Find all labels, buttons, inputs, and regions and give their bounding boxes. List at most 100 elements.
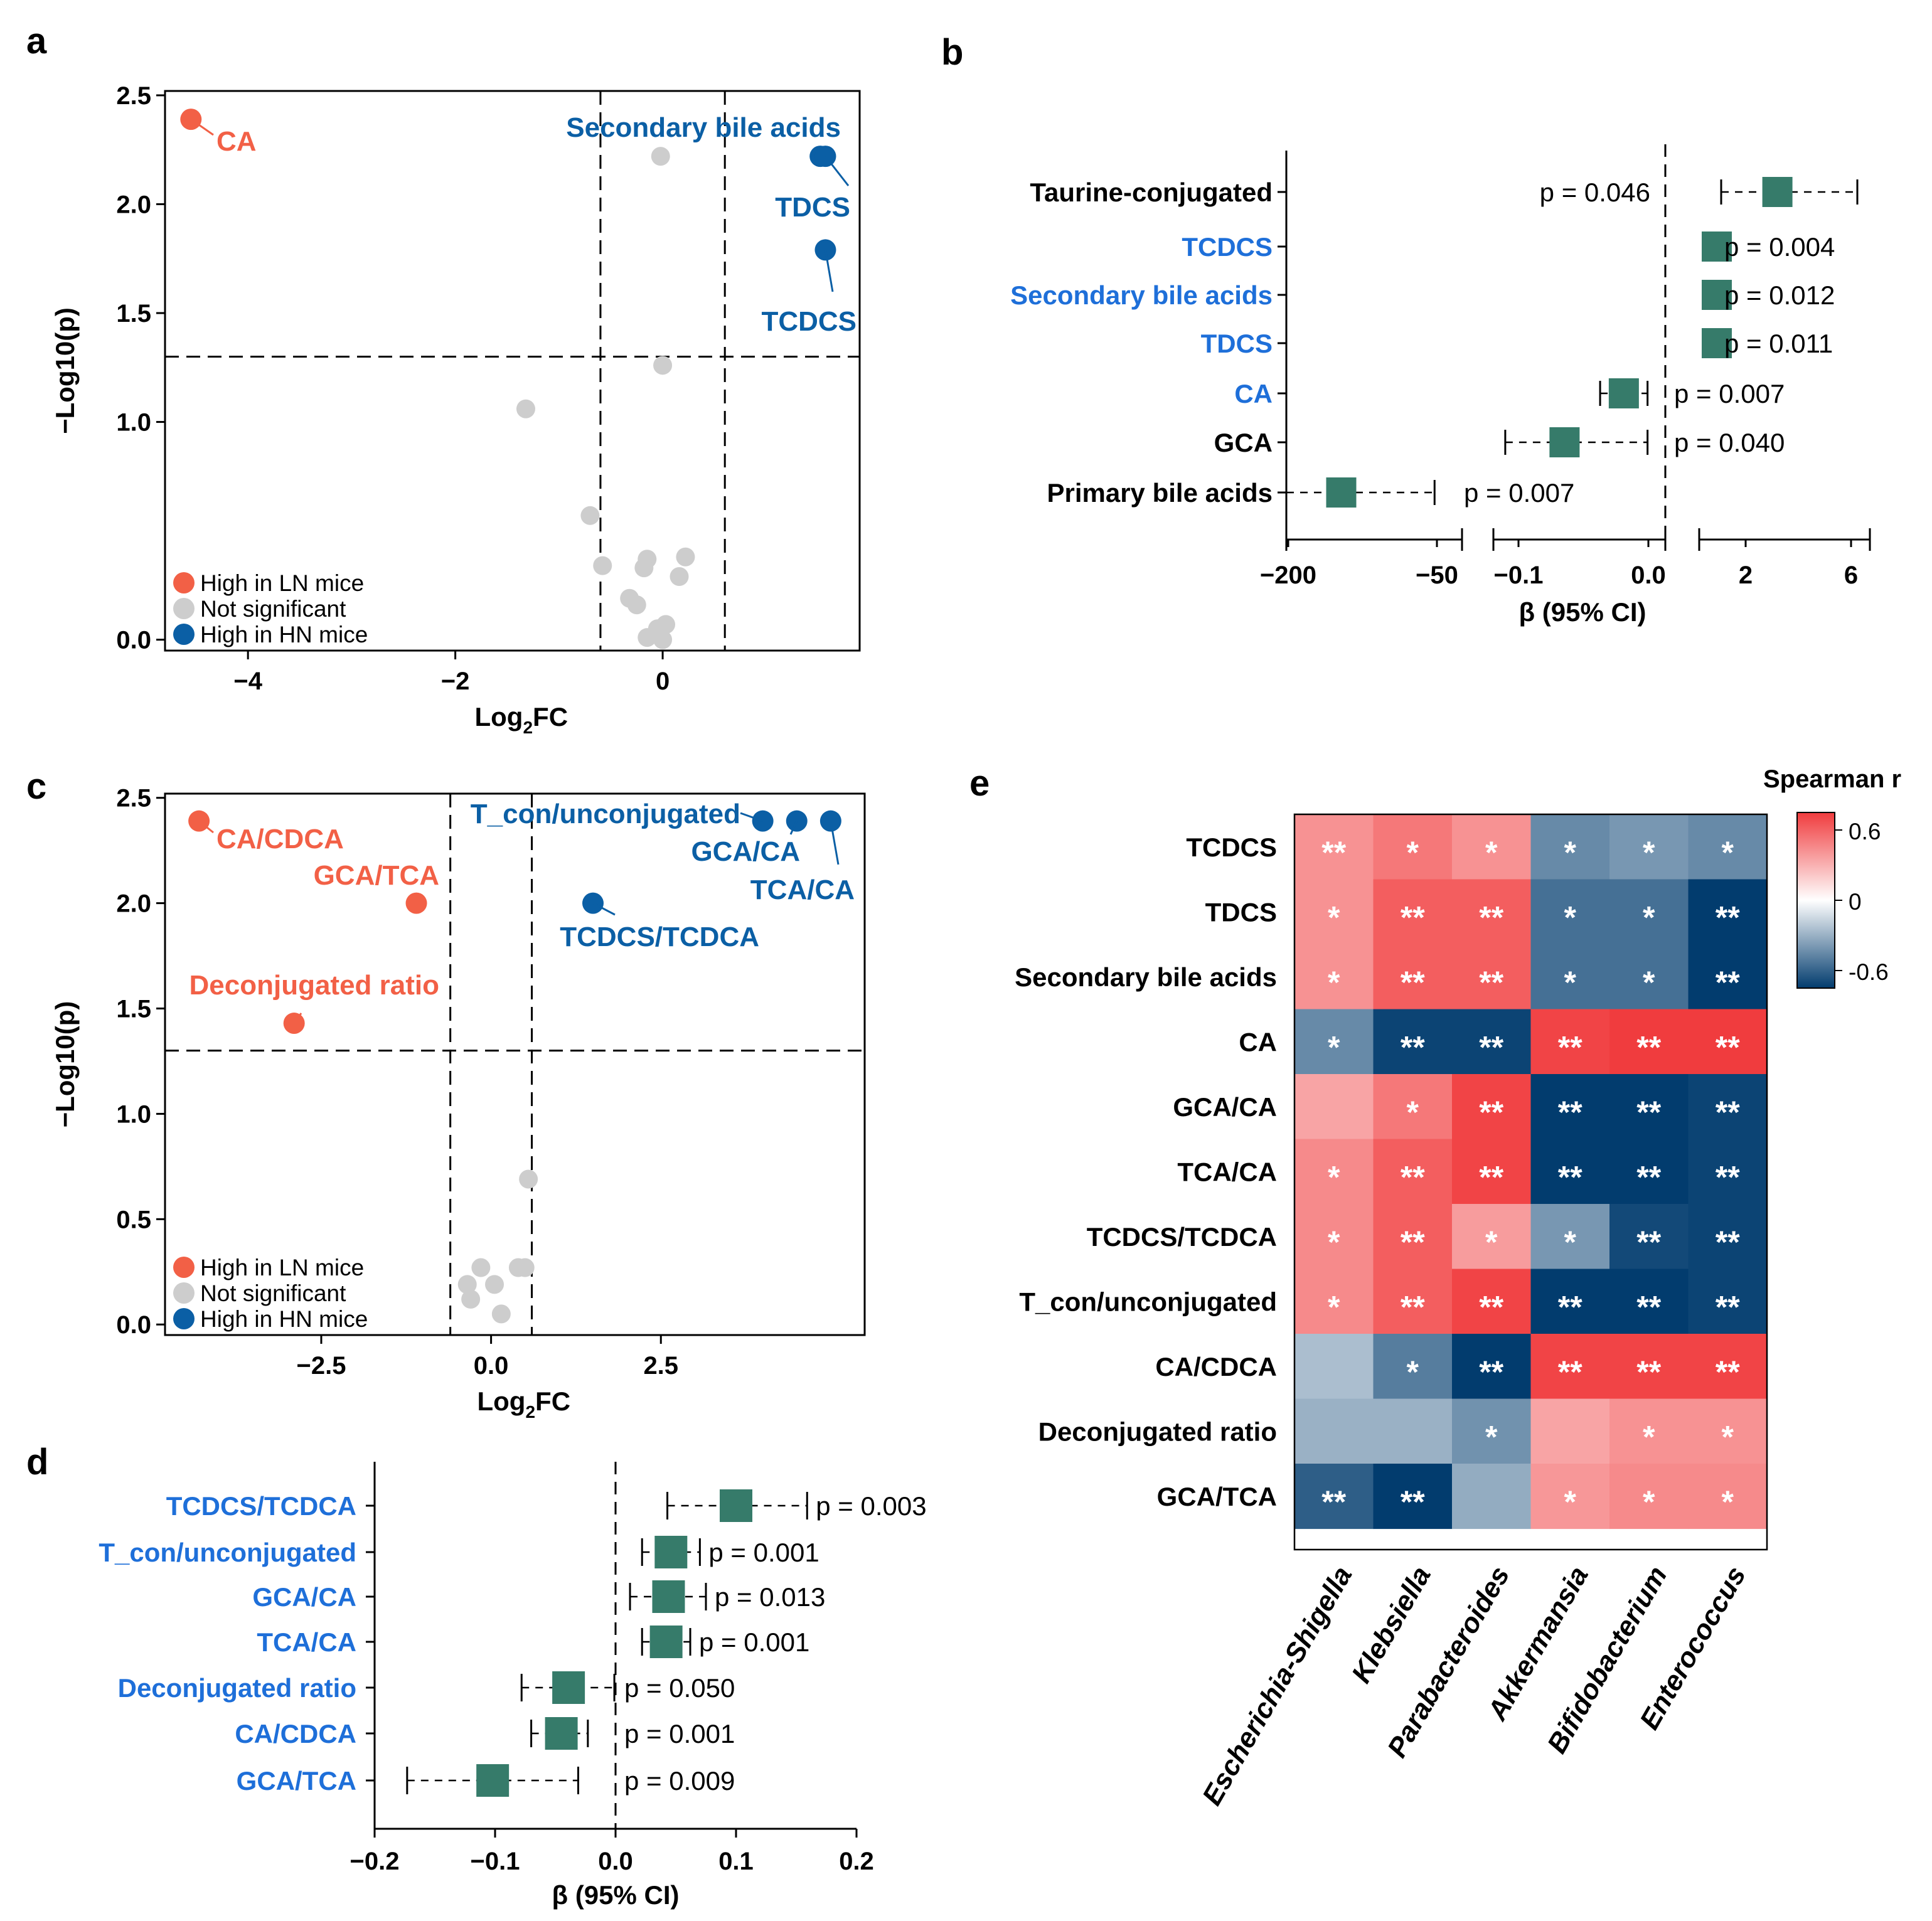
heatmap-cell xyxy=(1452,814,1532,880)
significance-marker: ** xyxy=(1716,965,1740,1000)
legend-label: High in HN mice xyxy=(200,1306,368,1332)
heatmap-cell xyxy=(1294,1269,1374,1334)
heatmap-cell xyxy=(1530,1269,1610,1334)
row-label: T_con/unconjugated xyxy=(99,1538,356,1567)
y-tick-label: 1.0 xyxy=(116,1100,151,1128)
significance-marker: ** xyxy=(1479,1159,1503,1195)
significance-marker: ** xyxy=(1321,1484,1346,1519)
heatmap-cell xyxy=(1609,1009,1689,1075)
data-point-grey xyxy=(519,1169,538,1189)
heatmap-cell xyxy=(1373,1204,1453,1270)
panel-c-volcano-plot: −2.5 0.0 2.5 0.0 0.5 1.0 1.5 2.0 2.5 Log2FC −Log10… xyxy=(50,785,866,1422)
heatmap-cell xyxy=(1294,1204,1374,1270)
legend-marker xyxy=(173,572,195,593)
colorbar xyxy=(1796,812,1835,989)
data-point-grey xyxy=(593,556,612,575)
data-point-grey xyxy=(461,1289,481,1309)
colorbar-tick-label: 0.6 xyxy=(1849,819,1881,844)
significance-marker: * xyxy=(1722,1484,1734,1519)
x-tick-label: −200 xyxy=(1260,561,1316,589)
heatmap-cell xyxy=(1294,1464,1374,1530)
data-point-grey xyxy=(491,1304,511,1324)
x-tick-label: −4 xyxy=(233,668,262,695)
legend-marker xyxy=(173,1308,195,1329)
x-axis-label-sub: 2 xyxy=(523,718,533,737)
significance-marker: * xyxy=(1328,1030,1340,1065)
x-tick-label: −50 xyxy=(1416,561,1458,589)
significance-marker: * xyxy=(1407,1354,1419,1390)
colorbar-title: Spearman r xyxy=(1763,765,1901,793)
x-tick-label: 2.5 xyxy=(643,1352,678,1380)
data-point-grey xyxy=(580,506,600,525)
heatmap-cell xyxy=(1373,814,1453,880)
p-value-label: p = 0.013 xyxy=(715,1582,825,1612)
heatmap-cell xyxy=(1530,1204,1610,1270)
heatmap-cell xyxy=(1530,1334,1610,1400)
heatmap-cell xyxy=(1688,879,1768,945)
legend-label: Not significant xyxy=(200,1280,346,1306)
p-value-label: p = 0.011 xyxy=(1724,329,1833,358)
significance-marker: ** xyxy=(1716,1159,1740,1195)
y-axis-label: −Log10(p) xyxy=(50,307,80,434)
estimate-marker xyxy=(1326,477,1357,508)
significance-marker: ** xyxy=(1401,1484,1425,1519)
significance-marker: * xyxy=(1328,1225,1340,1260)
label-leader-line xyxy=(198,820,214,834)
legend-marker xyxy=(173,1282,195,1304)
significance-marker: ** xyxy=(1716,1030,1740,1065)
label-leader-line xyxy=(824,250,834,292)
heatmap-cell xyxy=(1530,944,1610,1010)
x-axis-label: β (95% CI) xyxy=(1518,597,1646,627)
significance-marker: * xyxy=(1407,1095,1419,1130)
legend-label: High in LN mice xyxy=(200,570,364,596)
heatmap-cell xyxy=(1373,1464,1453,1530)
significance-marker: ** xyxy=(1479,900,1503,935)
p-value-label: p = 0.007 xyxy=(1464,478,1574,508)
point-label: T_con/unconjugated xyxy=(471,799,740,829)
label-leader-line xyxy=(830,821,840,865)
row-label: Secondary bile acids xyxy=(1015,962,1277,992)
estimate-marker xyxy=(654,1536,688,1568)
significance-marker: ** xyxy=(1716,1354,1740,1390)
p-value-label: p = 0.003 xyxy=(816,1491,926,1521)
data-point-grey xyxy=(676,547,695,567)
y-tick-label: 0.0 xyxy=(116,1311,151,1339)
p-value-label: p = 0.001 xyxy=(699,1627,809,1657)
plot-frame xyxy=(164,90,861,652)
label-leader-line xyxy=(825,156,850,186)
significance-marker: ** xyxy=(1401,1289,1425,1324)
heatmap-cell xyxy=(1452,1269,1532,1334)
row-label: CA/CDCA xyxy=(1155,1352,1277,1381)
data-point-grey xyxy=(670,567,689,586)
significance-marker: * xyxy=(1722,835,1734,870)
label-leader-line xyxy=(789,821,798,835)
heatmap-cell xyxy=(1530,1139,1610,1205)
column-label: Klebsiella xyxy=(1346,1562,1437,1688)
p-value-label: p = 0.004 xyxy=(1724,232,1835,262)
row-label: TCDCS xyxy=(1182,232,1273,262)
data-point-grey xyxy=(485,1275,504,1294)
p-value-label: p = 0.050 xyxy=(624,1673,735,1703)
point-label: TCDCS/TCDCA xyxy=(560,922,759,952)
heatmap-cell xyxy=(1688,1139,1768,1205)
column-label: Escherichia-Shigella xyxy=(1197,1562,1358,1811)
heatmap-cell xyxy=(1373,1398,1453,1464)
y-tick-label: 1.5 xyxy=(116,996,151,1023)
heatmap-cell xyxy=(1609,1074,1689,1140)
point-label: CA/CDCA xyxy=(216,824,344,854)
significance-marker: ** xyxy=(1716,1225,1740,1260)
row-label: Secondary bile acids xyxy=(1010,280,1273,310)
significance-marker: * xyxy=(1485,1419,1498,1454)
significance-marker: ** xyxy=(1636,1159,1661,1195)
significance-marker: ** xyxy=(1558,1095,1582,1130)
heatmap-cell xyxy=(1609,1269,1689,1334)
x-tick-label: −0.1 xyxy=(471,1848,520,1875)
legend-marker xyxy=(173,598,195,619)
p-value-label: p = 0.046 xyxy=(1540,178,1650,207)
heatmap-cell xyxy=(1609,814,1689,880)
heatmap-cell xyxy=(1530,1009,1610,1075)
heatmap-cell xyxy=(1452,1074,1532,1140)
panel-label-a: a xyxy=(26,21,47,61)
estimate-marker xyxy=(1702,280,1732,310)
significance-marker: ** xyxy=(1636,1030,1661,1065)
